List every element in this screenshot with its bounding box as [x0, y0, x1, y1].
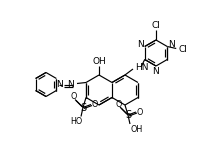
- Text: O: O: [92, 100, 98, 109]
- Text: HO: HO: [70, 117, 82, 126]
- Text: HN: HN: [135, 62, 149, 71]
- Text: N: N: [67, 80, 74, 89]
- Text: Cl: Cl: [152, 21, 160, 29]
- Text: OH: OH: [131, 124, 143, 133]
- Text: N: N: [137, 40, 144, 49]
- Text: N: N: [56, 80, 63, 89]
- Text: Cl: Cl: [179, 45, 188, 54]
- Text: OH: OH: [92, 57, 106, 66]
- Text: O: O: [71, 92, 77, 101]
- Text: N: N: [168, 40, 175, 49]
- Text: O: O: [137, 107, 143, 116]
- Text: S: S: [80, 103, 86, 112]
- Text: N: N: [153, 66, 159, 75]
- Text: S: S: [125, 110, 131, 120]
- Text: O: O: [116, 99, 122, 108]
